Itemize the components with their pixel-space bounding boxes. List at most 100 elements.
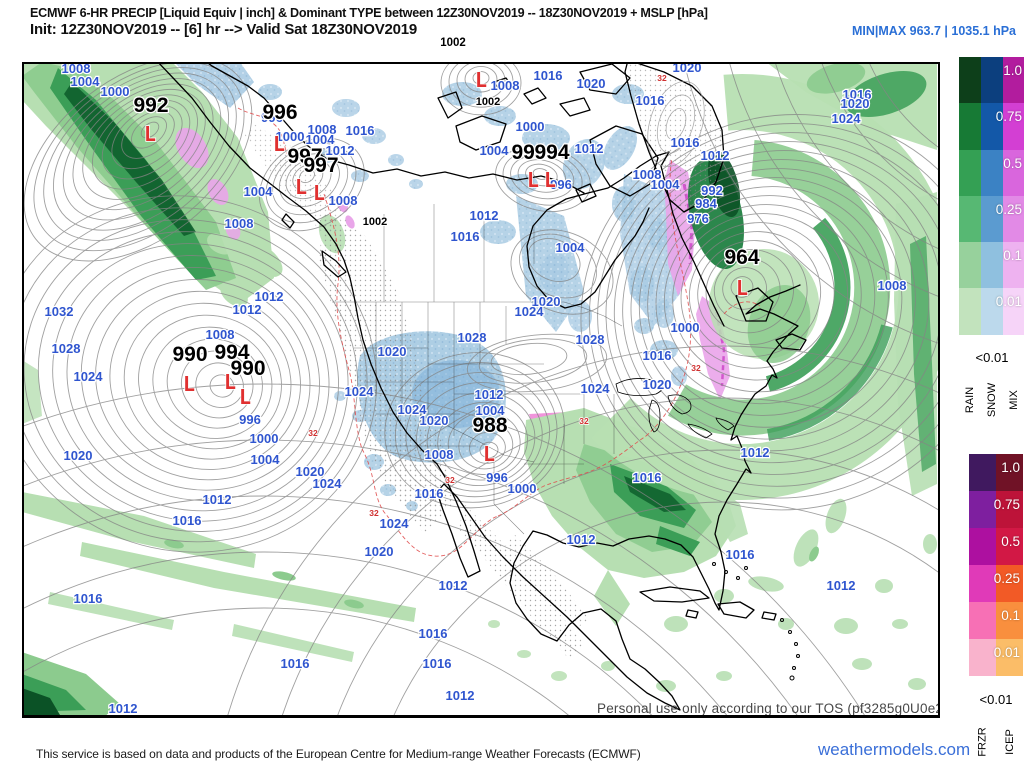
isobar-label: 996 <box>261 110 283 125</box>
pressure-center-label: 964 <box>724 246 759 269</box>
contour-label: 1002 <box>363 216 387 228</box>
isobar-label: 1008 <box>308 122 337 137</box>
legend-row: 0.75 <box>959 103 1024 150</box>
isobar-label: 1004 <box>651 177 681 192</box>
snow-swatch <box>981 242 1003 289</box>
isobar-label: 1016 <box>636 93 665 108</box>
rain-swatch <box>959 103 981 150</box>
legend-column-name: RAIN <box>964 386 976 414</box>
low-marker: L <box>736 276 748 300</box>
page-subtitle: Init: 12Z30NOV2019 -- [6] hr --> Valid S… <box>30 21 418 38</box>
isobar-label: 1000 <box>250 431 279 446</box>
isobar-label: 1004 <box>251 452 281 467</box>
icep-swatch <box>996 454 1023 491</box>
freezing-label: 32 <box>308 428 318 438</box>
rain-swatch <box>959 195 981 243</box>
legend-row: 0.25 <box>959 195 1024 243</box>
isobar-label: 1000 <box>516 119 545 134</box>
legend-value: 0.1 <box>1003 248 1022 264</box>
isobar-label: 1020 <box>532 294 561 309</box>
mix-swatch <box>1003 195 1024 243</box>
isobar-label: 1012 <box>741 445 770 460</box>
isobar-label: 1016 <box>281 656 310 671</box>
isobar-label: 1024 <box>313 476 343 491</box>
legend-frzr: 1.0 0.75 0.5 0.25 0.1 0.01 <box>969 454 1023 676</box>
low-marker: L <box>273 132 285 156</box>
frzr-swatch <box>969 602 996 639</box>
isobar-label: 1004 <box>476 403 506 418</box>
legend-column-name: ICEP <box>1003 729 1016 755</box>
icep-swatch <box>996 602 1023 639</box>
legend-precip-columns: RAIN SNOW MIX <box>959 380 1024 432</box>
pressure-center-label: 992 <box>133 94 168 117</box>
isobar-label: 1028 <box>458 330 487 345</box>
low-marker: L <box>313 181 325 205</box>
mix-swatch <box>1003 57 1024 104</box>
low-marker: L <box>295 175 307 199</box>
isobar-label: 1008 <box>62 64 91 76</box>
isobar-label: 1012 <box>446 688 475 703</box>
isobar-label: 1008 <box>491 78 520 93</box>
coastlines <box>158 64 807 711</box>
isobar-label: 1016 <box>534 68 563 83</box>
isobar-label: 1016 <box>74 591 103 606</box>
mix-swatch <box>1003 103 1024 150</box>
legend-value: 0.01 <box>993 645 1020 660</box>
icep-swatch <box>996 639 1023 676</box>
legend-row: 0.5 <box>959 149 1024 196</box>
mix-swatch <box>1003 149 1024 196</box>
mix-swatch <box>1003 242 1024 289</box>
rain-swatch <box>959 57 981 104</box>
freezing-label: 32 <box>579 416 589 426</box>
isobar-label: 1008 <box>206 327 235 342</box>
isobar-label: 1024 <box>74 369 104 384</box>
snow-swatch <box>981 195 1003 243</box>
isobar-label: 1016 <box>633 470 662 485</box>
pressure-center-label: 997 <box>287 145 322 168</box>
isobar-label: 1012 <box>326 143 355 158</box>
freezing-label: 32 <box>445 475 455 485</box>
snow-swatch <box>981 288 1003 335</box>
isobar-label: 1000 <box>671 320 700 335</box>
footer-brand-link[interactable]: weathermodels.com <box>818 740 971 759</box>
isobar-label: 1032 <box>45 304 74 319</box>
legend-value: 0.1 <box>1001 608 1020 623</box>
freezing-label: 32 <box>691 363 701 373</box>
isobar-label: 1000 <box>508 481 537 496</box>
isobar-label: 1016 <box>346 123 375 138</box>
isobar-label: 984 <box>695 196 717 211</box>
legend-value: 0.5 <box>1001 534 1020 549</box>
legend-row: 0.75 <box>969 491 1023 528</box>
legend-row: 0.01 <box>959 288 1024 335</box>
isobar-label: 1016 <box>843 87 872 102</box>
isobar-label: 1012 <box>255 289 284 304</box>
isobar-label: 1016 <box>423 656 452 671</box>
legend-precip: 1.0 0.75 0.5 0.25 0.1 0.01 <box>959 57 1024 335</box>
low-marker: L <box>527 168 539 192</box>
legend-value: 0.01 <box>995 294 1022 310</box>
low-marker: L <box>183 372 195 396</box>
isobar-contours <box>24 64 938 715</box>
isobar-label: 1012 <box>439 578 468 593</box>
isobar-label: 1016 <box>726 547 755 562</box>
frzr-swatch <box>969 528 996 565</box>
isobar-label: 1020 <box>296 464 325 479</box>
pressure-center-label: 990 <box>230 357 265 380</box>
isobar-label: 1004 <box>71 74 101 89</box>
isobar-label: 1012 <box>567 532 596 547</box>
isobar-label: 1016 <box>643 348 672 363</box>
isobar-label: 1008 <box>329 193 358 208</box>
legend-row: 1.0 <box>969 454 1023 491</box>
isobar-label: 1020 <box>420 413 449 428</box>
freezing-label: 32 <box>657 73 667 83</box>
legend-column-name: SNOW <box>986 382 999 418</box>
legend-value: 1.0 <box>1001 460 1020 475</box>
frzr-swatch <box>969 454 996 491</box>
isobar-label: 1024 <box>398 402 428 417</box>
contour-label: 1002 <box>476 96 500 108</box>
legend-row: 0.1 <box>969 602 1023 639</box>
legend-row: 0.5 <box>969 528 1023 565</box>
